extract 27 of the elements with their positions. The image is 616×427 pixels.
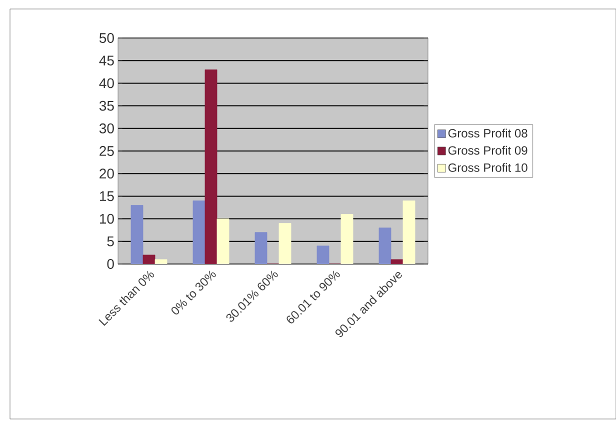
y-tick-label: 45 [99,56,114,66]
bar [378,228,392,264]
bar [254,232,268,264]
bar [154,259,168,264]
y-tick-label: 25 [100,146,114,156]
bar [390,259,404,264]
bar [204,69,218,264]
bar [340,214,354,264]
bar [316,246,330,264]
y-tick-label: 10 [100,214,114,224]
bar [278,223,292,264]
bar [192,200,206,264]
bar [216,218,230,264]
y-tick-label: 0 [107,259,114,269]
legend-label: Gross Profit 09 [448,146,528,155]
bar [130,205,144,264]
y-tick-label: 50 [99,33,114,43]
y-tick-label: 5 [107,236,114,246]
bar [142,254,156,264]
y-tick-label: 30 [99,123,114,134]
y-tick-label: 20 [100,168,114,179]
y-tick-label: 40 [99,78,114,88]
legend-label: Gross Profit 08 [448,128,528,138]
y-tick-label: 35 [99,100,114,111]
legend-label: Gross Profit 10 [448,163,528,172]
bar [402,200,416,264]
y-tick-label: 15 [100,191,114,202]
